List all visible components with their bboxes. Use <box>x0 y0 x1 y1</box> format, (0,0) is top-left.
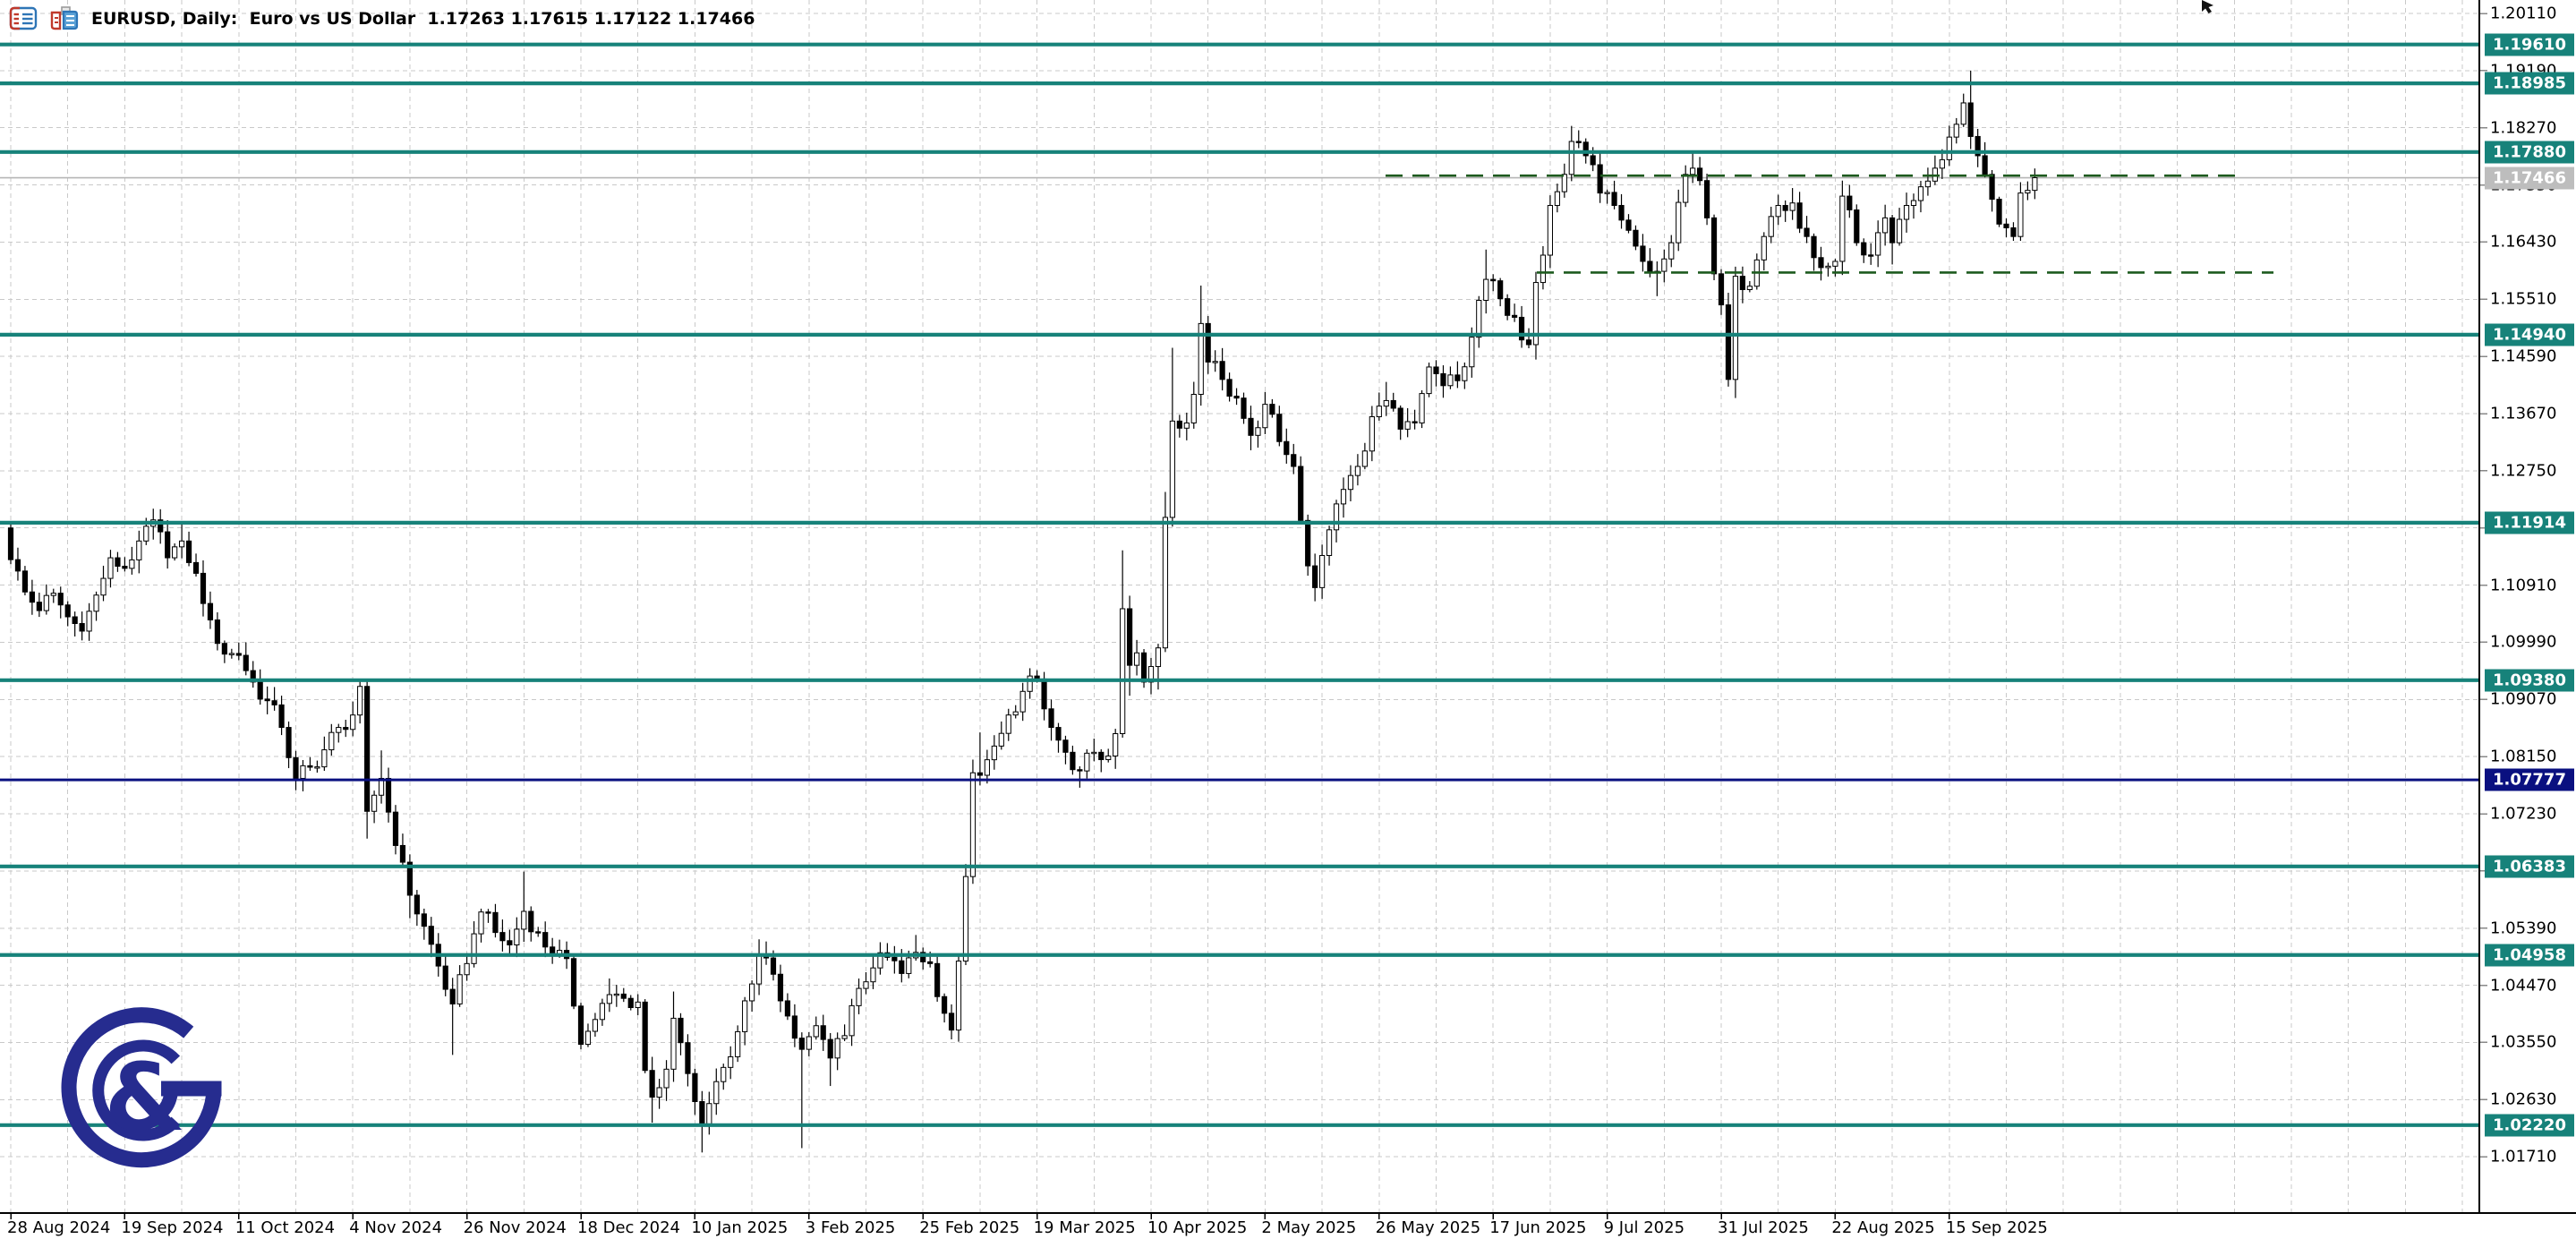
cg-broker-logo: & <box>61 1007 222 1168</box>
date-tick-label: 4 Nov 2024 <box>349 1218 443 1237</box>
date-tick-label: 25 Feb 2025 <box>919 1218 1020 1237</box>
price-tick-label: 1.10910 <box>2490 576 2557 595</box>
current-price-badge: 1.17466 <box>2485 167 2574 190</box>
price-tick-label: 1.09990 <box>2490 632 2557 652</box>
price-tick-label: 1.03550 <box>2490 1032 2557 1052</box>
price-tick-label: 1.07230 <box>2490 804 2557 824</box>
price-tick-label: 1.05390 <box>2490 919 2557 938</box>
date-tick-label: 2 May 2025 <box>1261 1218 1357 1237</box>
price-tick-label: 1.02630 <box>2490 1089 2557 1109</box>
price-tick-label: 1.09070 <box>2490 689 2557 709</box>
price-tick-label: 1.20110 <box>2490 4 2557 23</box>
candles-layer <box>7 70 2038 1153</box>
price-tick-label: 1.18270 <box>2490 118 2557 138</box>
price-level-badge[interactable]: 1.18985 <box>2485 72 2574 95</box>
date-tick-label: 3 Feb 2025 <box>805 1218 896 1237</box>
price-level-badge[interactable]: 1.07777 <box>2485 768 2574 791</box>
price-tick-label: 1.12750 <box>2490 461 2557 481</box>
price-tick-label: 1.15510 <box>2490 289 2557 309</box>
date-tick-label: 18 Dec 2024 <box>577 1218 680 1237</box>
logo-ampersand: & <box>105 1043 186 1152</box>
date-tick-label: 11 Oct 2024 <box>235 1218 336 1237</box>
date-tick-label: 15 Sep 2025 <box>1945 1218 2048 1237</box>
date-tick-label: 22 Aug 2025 <box>1831 1218 1935 1237</box>
price-level-badge[interactable]: 1.06383 <box>2485 855 2574 878</box>
date-tick-label: 26 May 2025 <box>1375 1218 1481 1237</box>
date-tick-label: 9 Jul 2025 <box>1603 1218 1685 1237</box>
price-tick-label: 1.01710 <box>2490 1147 2557 1166</box>
price-level-badge[interactable]: 1.19610 <box>2485 33 2574 56</box>
chart-title: EURUSD, Daily: Euro vs US Dollar 1.17263… <box>91 9 755 29</box>
date-tick-label: 10 Jan 2025 <box>691 1218 789 1237</box>
price-tick-label: 1.16430 <box>2490 232 2557 252</box>
new-chart-icon <box>48 5 81 32</box>
mouse-cursor <box>2202 0 2213 13</box>
price-level-badge[interactable]: 1.14940 <box>2485 323 2574 346</box>
price-tick-label: 1.04470 <box>2490 976 2557 995</box>
trend-lines-layer <box>1386 174 2273 274</box>
date-tick-label: 28 Aug 2024 <box>7 1218 111 1237</box>
price-tick-label: 1.08150 <box>2490 747 2557 766</box>
date-tick-label: 31 Jul 2025 <box>1718 1218 1809 1237</box>
levels-layer <box>0 42 2479 1127</box>
price-level-badge[interactable]: 1.04958 <box>2485 944 2574 967</box>
price-tick-label: 1.14590 <box>2490 346 2557 366</box>
price-level-badge[interactable]: 1.11914 <box>2485 511 2574 534</box>
date-tick-label: 26 Nov 2024 <box>463 1218 567 1237</box>
grid-layer <box>0 0 2487 1213</box>
date-tick-label: 17 Jun 2025 <box>1489 1218 1587 1237</box>
chart-title-bar: EURUSD, Daily: Euro vs US Dollar 1.17263… <box>9 5 755 32</box>
date-tick-label: 10 Apr 2025 <box>1147 1218 1248 1237</box>
market-watch-icon <box>9 6 38 31</box>
price-level-badge[interactable]: 1.09380 <box>2485 669 2574 692</box>
date-tick-label: 19 Sep 2024 <box>121 1218 224 1237</box>
price-level-badge[interactable]: 1.17880 <box>2485 141 2574 164</box>
price-level-badge[interactable]: 1.02220 <box>2485 1114 2574 1137</box>
date-tick-label: 19 Mar 2025 <box>1033 1218 1136 1237</box>
price-tick-label: 1.13670 <box>2490 404 2557 423</box>
